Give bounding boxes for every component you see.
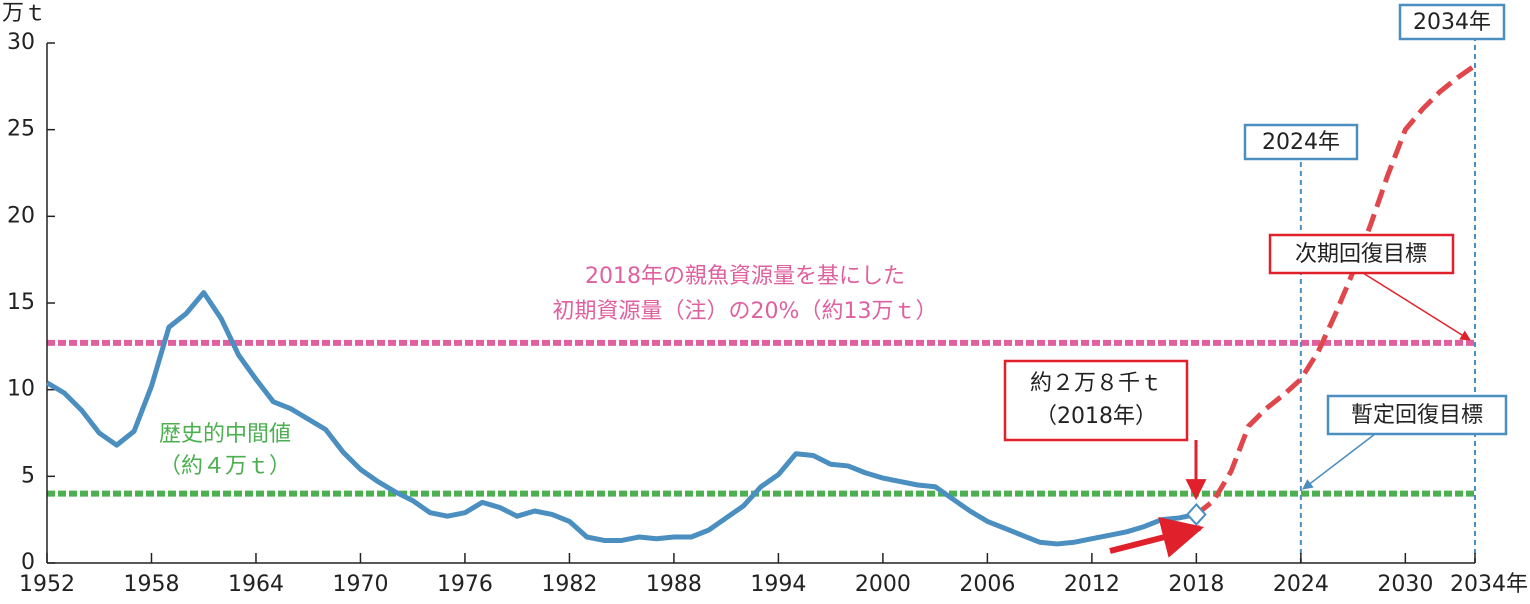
x-tick-label: 2000 [855, 572, 911, 597]
x-tick-label: 1982 [541, 572, 597, 597]
annotation: 2018年の親魚資源量を基にした [585, 264, 905, 289]
label-box [1003, 359, 1189, 442]
x-tick-label: 2018 [1168, 572, 1224, 597]
x-tick-label: 2006 [959, 572, 1015, 597]
x-tick-label: 1958 [123, 572, 179, 597]
annotation: （2018年） [1035, 404, 1157, 429]
line-series [45, 290, 1197, 547]
arrow [1362, 272, 1471, 341]
y-tick-label: 10 [7, 377, 35, 402]
y-tick-label: 25 [7, 117, 35, 142]
x-tick-label: 1964 [228, 572, 284, 597]
arrow [1302, 433, 1376, 490]
annotation: 暫定回復目標 [1351, 403, 1483, 428]
arrow [1109, 517, 1205, 558]
x-tick-label: 1952 [19, 572, 75, 597]
label-box [1243, 123, 1359, 161]
label-box [1398, 3, 1506, 41]
label-box [1326, 394, 1508, 436]
x-tick-label: 2030 [1377, 572, 1433, 597]
x-tick-label: 1994 [750, 572, 806, 597]
line-series [1194, 63, 1477, 517]
x-tick-label: 2024 [1273, 572, 1329, 597]
y-axis-label: 万ｔ [2, 1, 46, 26]
annotation: 初期資源量（注）の20%（約13万ｔ） [553, 299, 938, 324]
annotation: 歴史的中間値 [159, 422, 291, 447]
annotation: 2034年 [1413, 10, 1491, 35]
x-tick-label: 2012 [1064, 572, 1120, 597]
x-tick-label: 1976 [437, 572, 493, 597]
x-tick-label: 1988 [646, 572, 702, 597]
plot: 0 5 10 15 20 25 30 1952 1958 1964 1970 1976 1982 1988… [7, 30, 1528, 597]
y-tick-label: 30 [7, 30, 35, 55]
annotation: 2024年 [1262, 130, 1340, 155]
x-tick-label: 1970 [332, 572, 388, 597]
y-tick-label: 15 [7, 290, 35, 315]
y-tick-label: 5 [21, 463, 35, 488]
y-tick-label: 0 [21, 550, 35, 575]
annotation: 約２万８千ｔ [1030, 371, 1162, 396]
annotation: 次期回復目標 [1295, 242, 1427, 267]
y-tick-label: 20 [7, 203, 35, 228]
annotation: （約４万ｔ） [159, 454, 291, 479]
x-tick-label: 2034年 [1450, 572, 1528, 597]
label-box [1268, 233, 1455, 275]
